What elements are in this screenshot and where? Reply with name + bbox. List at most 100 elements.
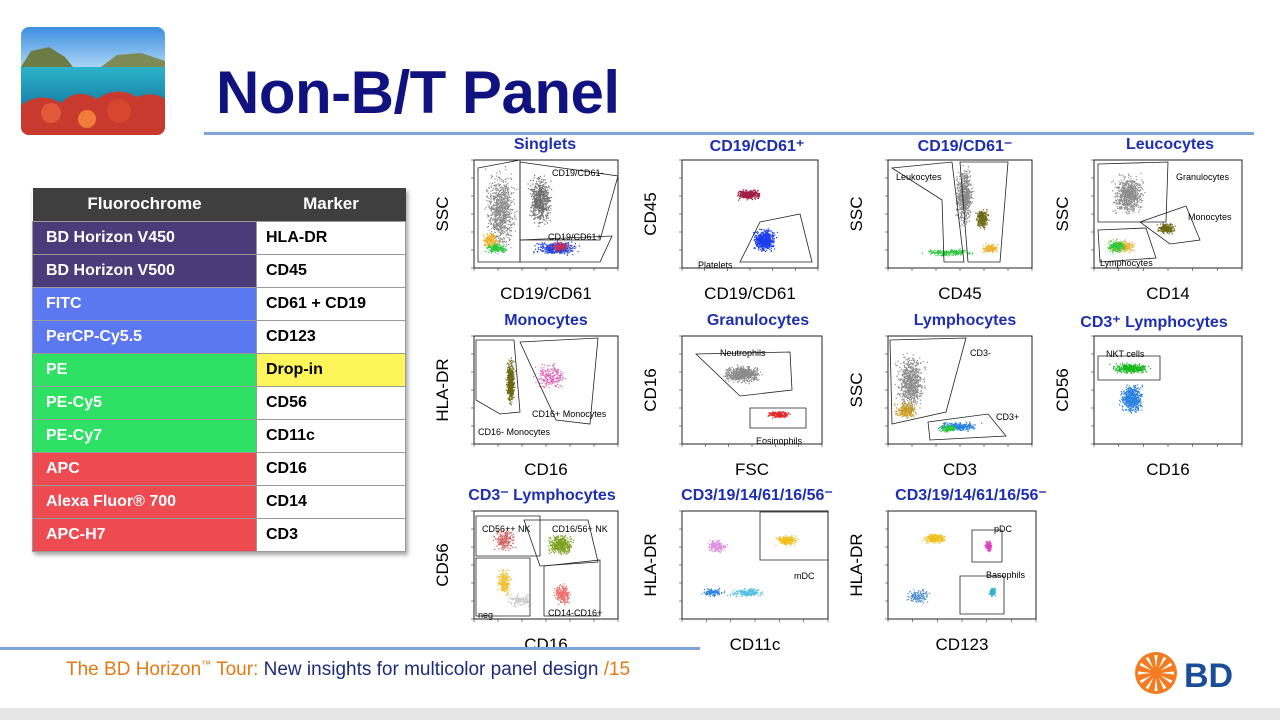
event-dot [531, 202, 533, 204]
event-dot [546, 202, 548, 204]
event-dot [497, 204, 499, 206]
event-dot [499, 246, 501, 249]
event-dot [505, 217, 507, 219]
event-dot [488, 241, 491, 243]
event-dot [511, 227, 513, 229]
event-dot [490, 185, 492, 187]
event-dot [552, 252, 554, 254]
event-dot [544, 195, 546, 197]
event-dot [486, 239, 488, 241]
event-dot [487, 226, 489, 228]
event-dot [494, 184, 496, 186]
event-dot [755, 238, 757, 240]
event-dot [542, 197, 544, 199]
event-dot [536, 197, 538, 199]
event-dot [537, 205, 539, 207]
event-dot [490, 217, 492, 219]
event-dot [542, 202, 544, 204]
event-dot [547, 249, 549, 251]
event-dot [486, 189, 488, 191]
event-dot [496, 248, 498, 250]
event-dot [967, 198, 969, 200]
event-dot [503, 215, 505, 217]
event-dot [504, 210, 506, 212]
event-dot [984, 215, 986, 217]
event-dot [502, 180, 504, 182]
event-dot [553, 248, 555, 250]
event-dot [501, 207, 503, 209]
event-dot [1129, 181, 1131, 183]
event-dot [545, 194, 547, 197]
event-dot [494, 214, 496, 216]
event-dot [493, 204, 495, 206]
event-dot [955, 208, 957, 210]
event-dot [755, 243, 757, 245]
event-dot [484, 243, 486, 245]
event-dot [498, 229, 500, 231]
event-dot [508, 191, 510, 193]
event-dot [490, 221, 492, 223]
fluorochrome-cell: BD Horizon V500 [32, 253, 257, 288]
event-dot [965, 175, 967, 177]
event-dot [1136, 188, 1139, 191]
event-dot [503, 192, 505, 194]
event-dot [533, 206, 535, 208]
event-dot [510, 212, 513, 214]
event-dot [540, 195, 542, 197]
event-dot [761, 239, 763, 241]
event-dot [739, 197, 741, 199]
event-dot [505, 195, 507, 197]
event-dot [508, 219, 510, 221]
event-dot [505, 185, 507, 187]
event-dot [772, 245, 774, 247]
event-dot [765, 242, 768, 245]
event-dot [497, 223, 500, 225]
event-dot [538, 218, 540, 220]
event-dot [757, 231, 759, 233]
event-dot [493, 250, 495, 252]
event-dot [970, 188, 972, 190]
event-dot [969, 193, 971, 195]
event-dot [961, 178, 963, 180]
event-dot [506, 186, 508, 188]
event-dot [962, 176, 964, 178]
x-axis-label: CD19/CD61 [704, 284, 796, 303]
event-dot [982, 209, 985, 211]
event-dot [768, 229, 770, 231]
event-dot [979, 210, 981, 212]
event-dot [499, 204, 501, 206]
event-dot [968, 201, 970, 203]
event-dot [956, 188, 958, 190]
event-dot [502, 189, 504, 191]
event-dot [965, 202, 968, 205]
event-dot [546, 250, 548, 252]
event-dot [964, 175, 966, 177]
event-dot [542, 245, 544, 247]
event-dot [766, 233, 768, 235]
event-dot [750, 192, 752, 194]
event-dot [992, 249, 994, 251]
event-dot [758, 237, 760, 239]
header-marker: Marker [256, 188, 406, 221]
event-dot [951, 251, 953, 253]
event-dot [569, 250, 571, 252]
event-dot [980, 227, 982, 229]
event-dot [767, 247, 769, 249]
event-dot [959, 175, 961, 177]
event-dot [563, 248, 566, 251]
event-dot [536, 193, 539, 195]
event-dot [499, 177, 501, 179]
event-dot [490, 197, 492, 199]
event-dot [496, 200, 498, 202]
event-dot [741, 193, 743, 195]
event-dot [504, 207, 506, 209]
event-dot [507, 211, 509, 213]
event-dot [507, 197, 509, 199]
event-dot [508, 243, 510, 245]
event-dot [976, 218, 978, 220]
event-dot [504, 217, 507, 219]
event-dot [749, 194, 751, 196]
event-dot [753, 192, 755, 194]
event-dot [497, 208, 499, 210]
event-dot [498, 194, 500, 196]
